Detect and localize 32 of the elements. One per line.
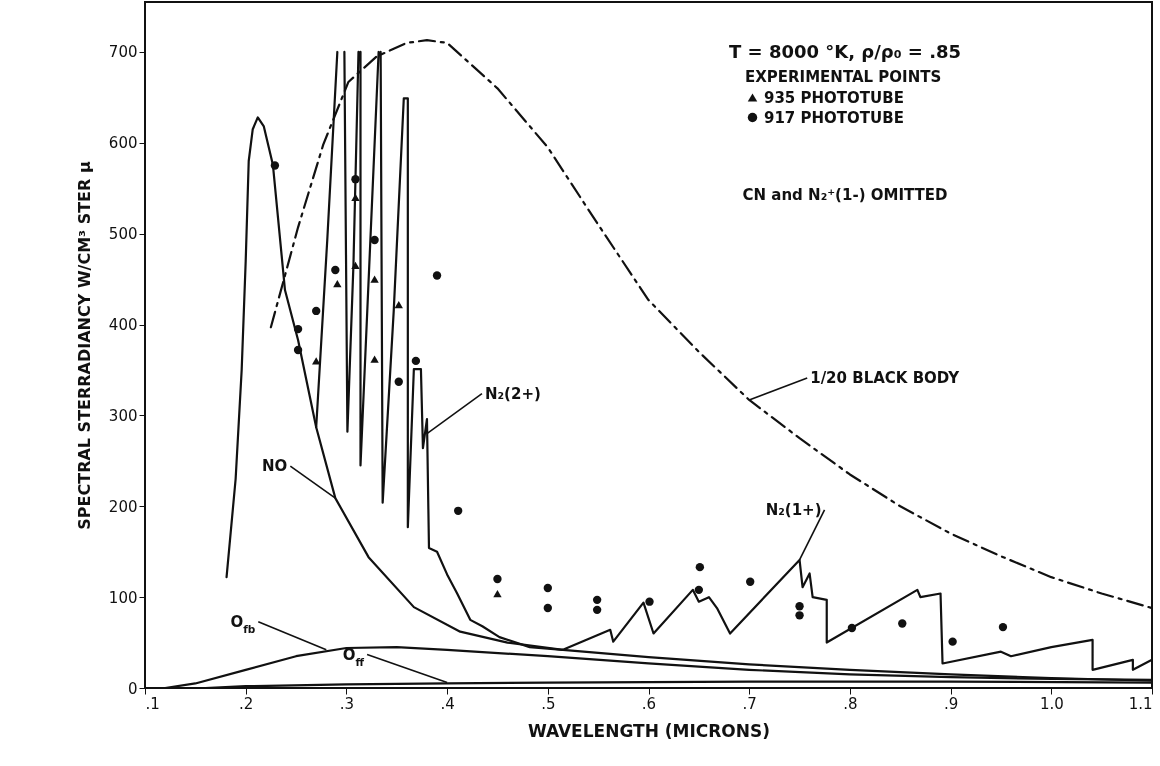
- annotation: T = 8000 °K, ρ/ρ₀ = .85: [728, 41, 962, 62]
- annotation: CN and N₂⁺(1-) OMITTED: [742, 186, 948, 204]
- y-axis-title: SPECTRAL STERRADIANCY W/CM³ STER μ: [74, 161, 94, 530]
- x-tick-label: .8: [843, 694, 858, 713]
- y-tick-label: 500: [108, 225, 138, 244]
- x-tick-label: .3: [339, 694, 355, 713]
- legend-label: 935 PHOTOTUBE: [764, 88, 904, 107]
- x-tick-label: .5: [541, 694, 556, 713]
- annotation: O$_{ff}$: [342, 645, 365, 668]
- y-tick-label: 600: [108, 134, 138, 153]
- y-tick-label: 700: [108, 43, 138, 62]
- legend-title: EXPERIMENTAL POINTS: [745, 68, 942, 86]
- x-tick-label: .9: [943, 694, 959, 713]
- annotation: O$_{fb}$: [230, 612, 256, 635]
- annotation: 1/20 BLACK BODY: [810, 368, 961, 387]
- y-tick-label: 200: [108, 497, 138, 516]
- x-tick-label: .7: [742, 694, 757, 713]
- x-axis-title: WAVELENGTH (MICRONS): [527, 720, 771, 741]
- y-tick-label: 300: [108, 406, 138, 425]
- y-tick-label: 400: [108, 316, 138, 335]
- legend-label: 917 PHOTOTUBE: [764, 108, 904, 127]
- x-tick-label: 1.0: [1039, 694, 1064, 713]
- annotation: N₂(2+): [484, 384, 541, 403]
- annotation: NO: [262, 457, 288, 476]
- x-tick-label: .4: [440, 694, 455, 713]
- annotation: N₂(1+): [765, 500, 822, 519]
- x-tick-label: 1.1: [1128, 694, 1153, 713]
- y-tick-label: 0: [127, 679, 138, 698]
- x-tick-label: .6: [641, 694, 657, 713]
- x-tick-label: .1: [145, 694, 160, 713]
- x-tick-label: .2: [239, 694, 254, 713]
- y-tick-label: 100: [108, 588, 138, 607]
